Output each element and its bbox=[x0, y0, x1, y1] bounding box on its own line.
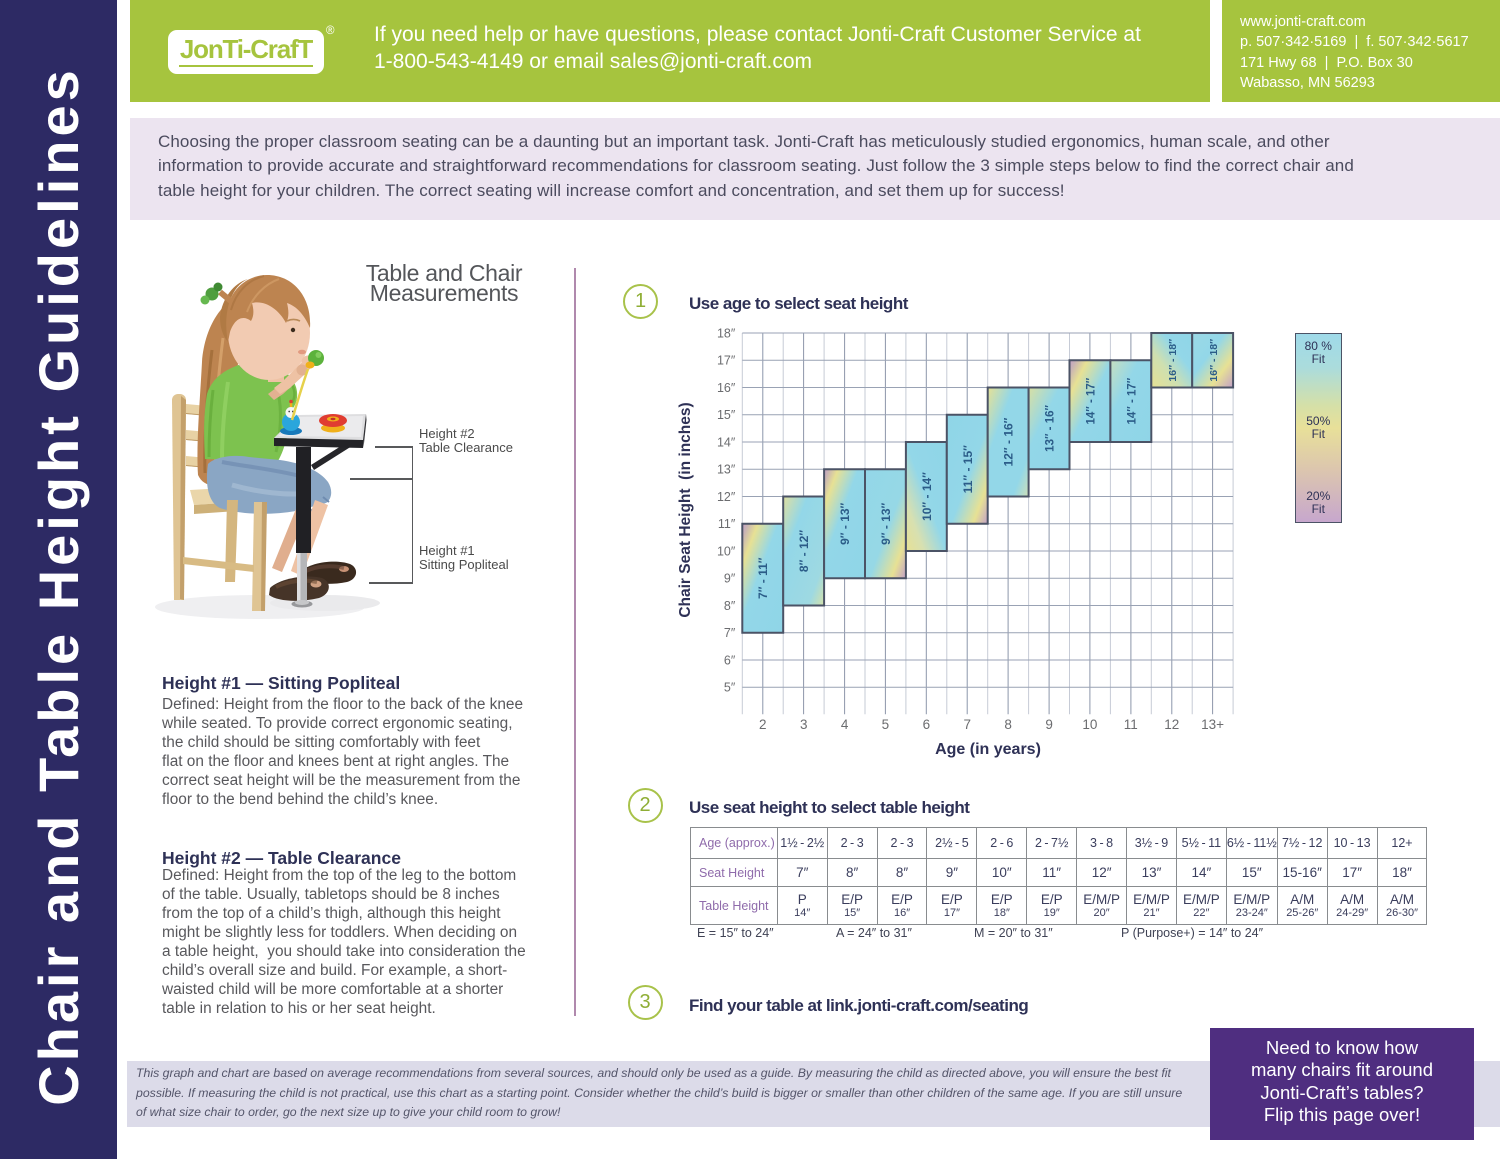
svg-text:7″: 7″ bbox=[724, 626, 736, 640]
svg-text:6: 6 bbox=[923, 717, 931, 732]
svg-text:18″: 18″ bbox=[717, 326, 736, 340]
svg-text:Chair Seat Height (in inches): Chair Seat Height (in inches) bbox=[677, 402, 694, 617]
svg-text:16″ - 18″: 16″ - 18″ bbox=[1208, 339, 1220, 382]
svg-text:13″: 13″ bbox=[717, 463, 736, 477]
svg-text:7″ - 11″: 7″ - 11″ bbox=[756, 557, 770, 599]
svg-text:14″: 14″ bbox=[717, 435, 736, 449]
svg-text:12: 12 bbox=[1164, 717, 1179, 732]
svg-text:9: 9 bbox=[1045, 717, 1053, 732]
svg-text:5″: 5″ bbox=[724, 681, 736, 695]
svg-text:7: 7 bbox=[963, 717, 971, 732]
svg-text:8: 8 bbox=[1004, 717, 1012, 732]
svg-text:9″ - 13″: 9″ - 13″ bbox=[879, 502, 893, 544]
svg-text:Age (in years): Age (in years) bbox=[935, 741, 1041, 758]
svg-text:2: 2 bbox=[759, 717, 767, 732]
svg-text:9″: 9″ bbox=[724, 572, 736, 586]
svg-text:14″ - 17″: 14″ - 17″ bbox=[1085, 377, 1097, 424]
svg-text:11″ - 15″: 11″ - 15″ bbox=[961, 445, 975, 493]
svg-text:5: 5 bbox=[882, 717, 890, 732]
svg-text:6″: 6″ bbox=[724, 653, 736, 667]
svg-text:8″: 8″ bbox=[724, 599, 736, 613]
svg-text:10: 10 bbox=[1082, 717, 1097, 732]
svg-text:16″: 16″ bbox=[717, 381, 736, 395]
svg-text:15″: 15″ bbox=[717, 408, 736, 422]
svg-text:12″ - 16″: 12″ - 16″ bbox=[1002, 417, 1016, 466]
svg-text:13″ - 16″: 13″ - 16″ bbox=[1045, 405, 1057, 452]
svg-text:11″: 11″ bbox=[718, 517, 736, 531]
svg-text:13+: 13+ bbox=[1201, 717, 1224, 732]
svg-text:4: 4 bbox=[841, 717, 849, 732]
svg-text:11: 11 bbox=[1124, 717, 1138, 732]
svg-text:10″: 10″ bbox=[717, 544, 736, 558]
svg-text:9″ - 13″: 9″ - 13″ bbox=[838, 502, 852, 544]
svg-text:17″: 17″ bbox=[717, 354, 736, 368]
svg-text:10″ - 14″: 10″ - 14″ bbox=[920, 472, 934, 521]
svg-text:16″ - 18″: 16″ - 18″ bbox=[1167, 339, 1179, 382]
svg-text:14″ - 17″: 14″ - 17″ bbox=[1126, 377, 1138, 424]
svg-text:3: 3 bbox=[800, 717, 808, 732]
svg-text:8″ - 12″: 8″ - 12″ bbox=[797, 530, 811, 572]
svg-text:12″: 12″ bbox=[717, 490, 736, 504]
